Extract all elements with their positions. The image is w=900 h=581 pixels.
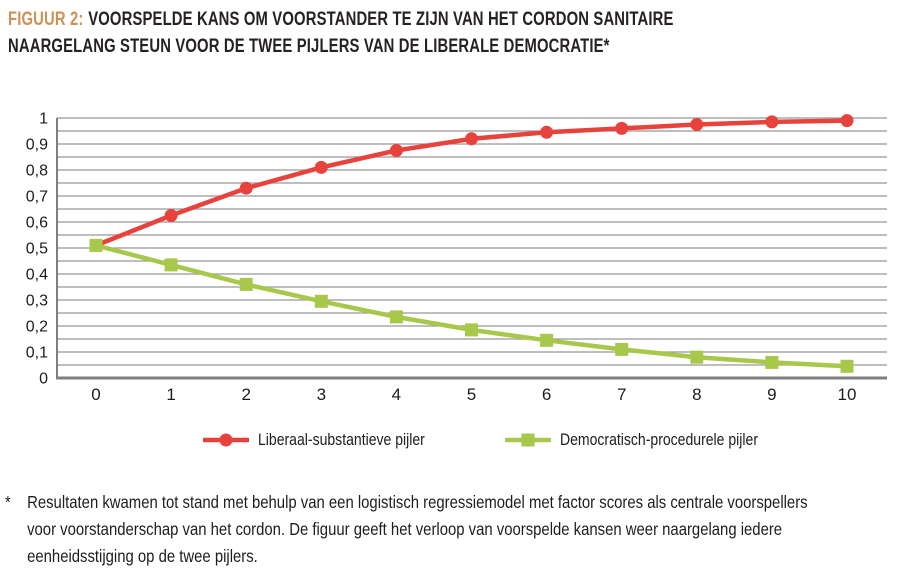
marker-0-4 [389, 144, 403, 157]
y-tick-label: 0,1 [26, 345, 48, 362]
y-tick-label: 1 [39, 111, 48, 128]
marker-1-9 [765, 355, 779, 369]
marker-0-5 [465, 132, 478, 146]
footnote-asterisk: * [5, 492, 11, 512]
y-tick-label: 0,3 [26, 293, 48, 310]
y-tick-label: 0,9 [26, 137, 48, 154]
x-tick-label: 7 [617, 385, 626, 404]
y-tick-label: 0,5 [26, 241, 48, 258]
marker-1-10 [840, 359, 854, 373]
marker-1-0 [89, 238, 103, 252]
marker-1-8 [690, 350, 704, 364]
footnote-line: Resultaten kwamen tot stand met behulp v… [27, 492, 808, 512]
y-tick-label: 0,4 [26, 267, 48, 284]
chart: 0 0,1 0,2 0,3 0,4 0,5 0,6 0,7 0,8 0,9 1 0 1 2 3 4 5 6 7 8 9 1… [0, 100, 900, 410]
green-line-square-marker-icon [505, 433, 551, 447]
chart-legend: Liberaal-substantieve pijler Democratisc… [0, 431, 900, 451]
marker-1-2 [239, 277, 253, 291]
marker-0-2 [239, 181, 253, 195]
x-tick-label: 2 [241, 385, 250, 404]
x-tick-label: 0 [91, 385, 100, 404]
y-tick-label: 0,7 [26, 189, 48, 206]
figure-header: FIGUUR 2: VOORSPELDE KANS OM VOORSTANDER … [8, 6, 861, 60]
marker-1-1 [164, 258, 178, 272]
footnote-text: Resultaten kwamen tot stand met behulp v… [5, 489, 900, 570]
figure-label: FIGUUR 2: [8, 9, 84, 30]
footnote-line: eenheidsstijging op de twee pijlers. [27, 546, 258, 566]
x-tick-label: 5 [467, 385, 476, 404]
legend-label-liberaal-substantieve: Liberaal-substantieve pijler [258, 431, 425, 449]
marker-0-7 [615, 121, 629, 135]
marker-1-5 [465, 323, 478, 337]
marker-0-8 [690, 118, 704, 131]
y-tick-label: 0,2 [26, 319, 48, 336]
x-tick-label: 9 [767, 385, 776, 404]
legend-item-liberaal-substantieve: Liberaal-substantieve pijler [203, 431, 454, 449]
x-tick-label: 8 [692, 385, 701, 404]
marker-0-1 [164, 209, 178, 222]
marker-1-3 [314, 294, 328, 308]
marker-1-6 [540, 333, 554, 347]
y-tick-label: 0 [39, 371, 48, 388]
chart-svg: 00,10,20,30,40,50,60,70,80,910 1 2 3 4 5 6 7 8 9 1… [26, 111, 887, 404]
footnote-line: voor voorstanderschap van het cordon. De… [27, 519, 783, 539]
marker-1-4 [389, 310, 403, 324]
y-tick-label: 0,6 [26, 215, 48, 232]
figure-title-line-1: FIGUUR 2: VOORSPELDE KANS OM VOORSTANDER … [8, 6, 674, 33]
figure-title-line-2: NAARGELANG STEUN VOOR DE TWEE PIJLERS VA… [8, 33, 674, 60]
x-tick-label: 6 [542, 385, 551, 404]
series-line-1 [93, 243, 850, 369]
marker-0-3 [314, 160, 328, 174]
marker-0-9 [765, 115, 779, 129]
x-tick-label: 3 [317, 385, 326, 404]
figure-title-text-1: VOORSPELDE KANS OM VOORSTANDER TE ZIJN V… [88, 9, 674, 30]
legend-label-democratisch-procedurele: Democratisch-procedurele pijler [560, 431, 758, 449]
marker-1-7 [615, 342, 629, 356]
x-tick-label: 10 [838, 385, 857, 404]
x-tick-label: 4 [392, 385, 401, 404]
legend-item-democratisch-procedurele: Democratisch-procedurele pijler [505, 431, 793, 449]
y-tick-label: 0,8 [26, 163, 48, 180]
x-tick-label: 1 [166, 385, 175, 404]
figure-title-text-2: NAARGELANG STEUN VOOR DE TWEE PIJLERS VA… [8, 36, 610, 57]
footnote: * Resultaten kwamen tot stand met behulp… [5, 489, 900, 570]
red-line-circle-marker-icon [203, 433, 249, 447]
marker-0-10 [840, 114, 854, 128]
marker-0-6 [540, 125, 554, 139]
